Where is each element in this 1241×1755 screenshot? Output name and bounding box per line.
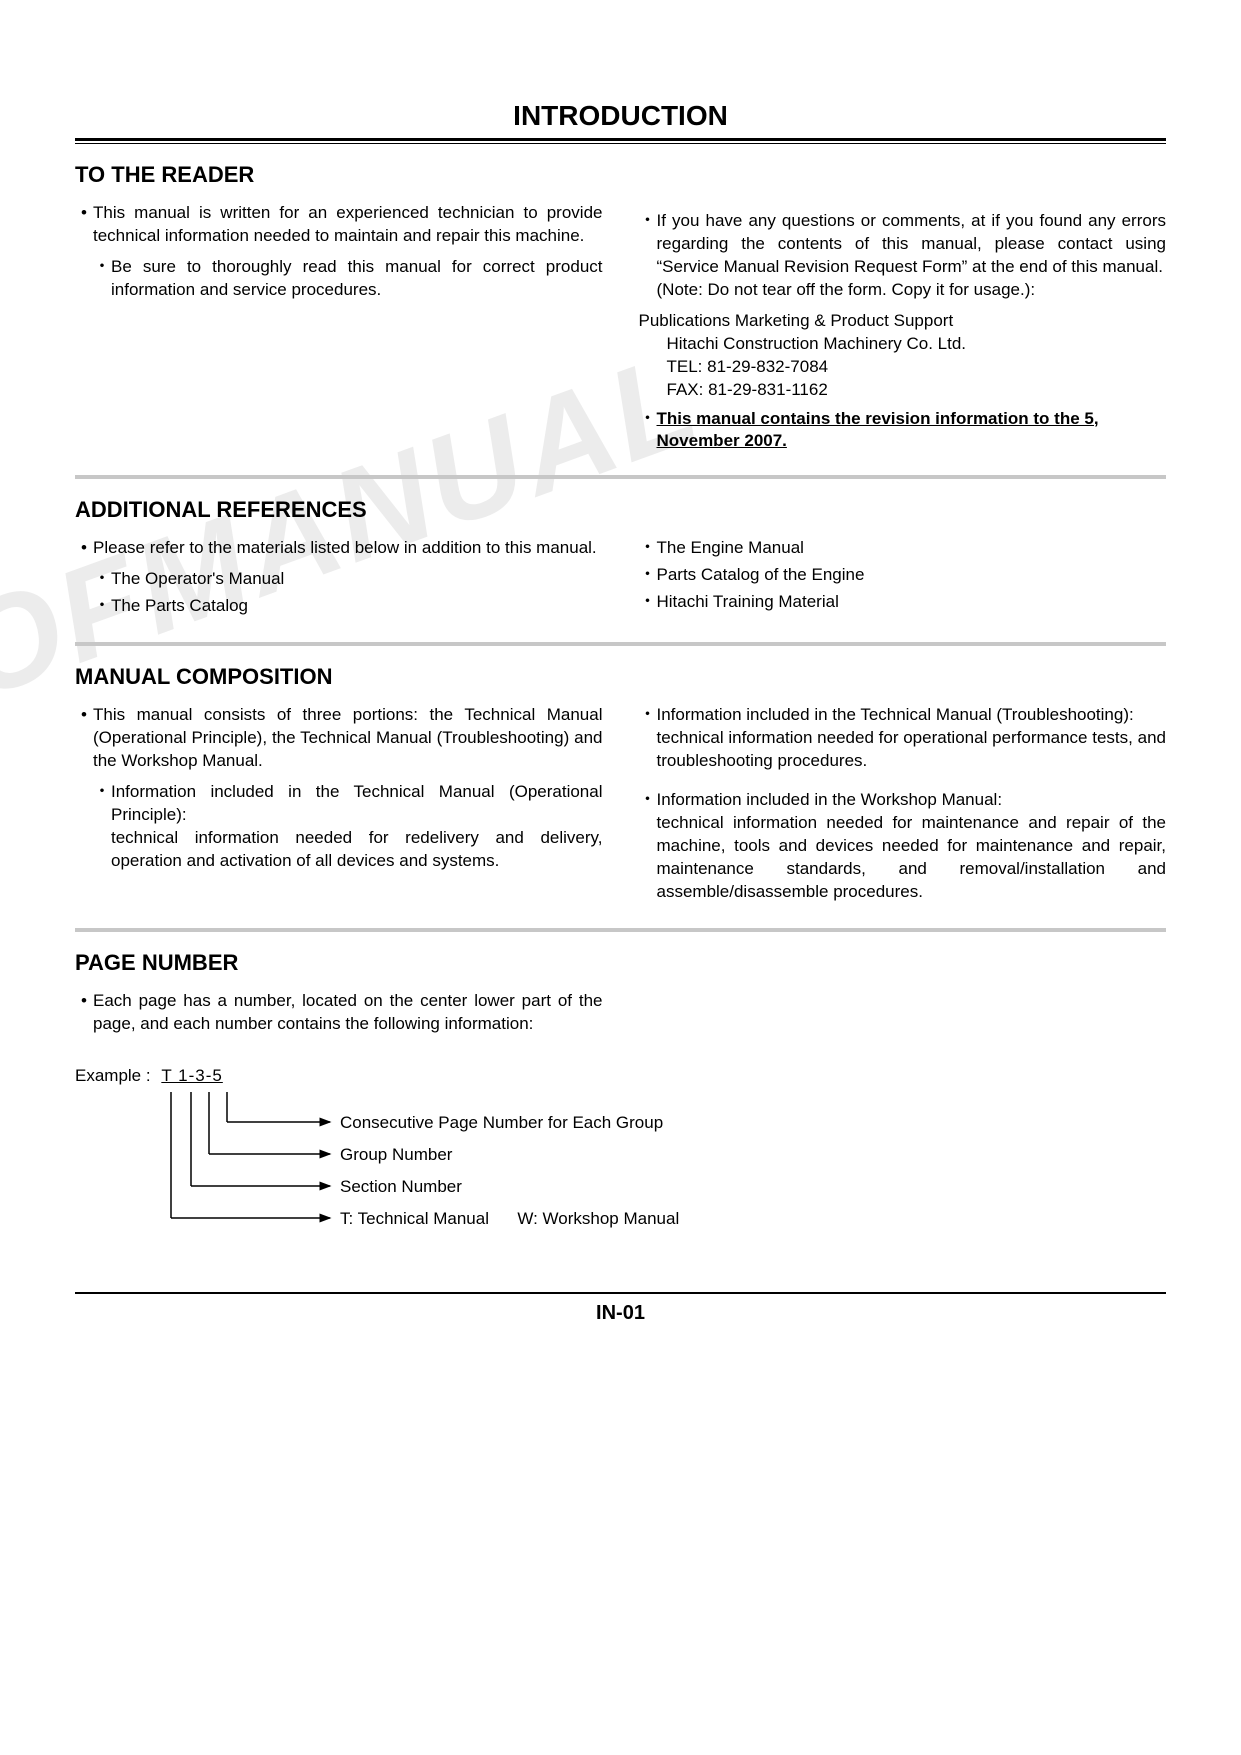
contact-tel: TEL: 81-29-832-7084 (667, 356, 1167, 379)
composition-right-sub-2-body: technical information needed for mainten… (657, 813, 1167, 901)
reader-right-sub: ・ If you have any questions or comments,… (639, 210, 1167, 302)
composition-bullet-text: This manual consists of three portions: … (93, 704, 603, 773)
addref-right-item-text: Hitachi Training Material (657, 591, 1167, 614)
bullet-marker: • (75, 202, 93, 248)
dot-marker: ・ (93, 781, 111, 873)
composition-right-sub-2-title: Information included in the Workshop Man… (657, 790, 1003, 809)
addref-left-item: ・ The Parts Catalog (93, 595, 603, 618)
diagram-label-2: Group Number (340, 1145, 452, 1165)
dot-marker: ・ (639, 210, 657, 302)
page-title: INTRODUCTION (75, 100, 1166, 132)
addref-right-item-text: The Engine Manual (657, 537, 1167, 560)
section-page-number-heading: PAGE NUMBER (75, 950, 1166, 976)
bullet-marker: • (75, 990, 93, 1036)
reader-sub-item: ・ Be sure to thoroughly read this manual… (93, 256, 603, 302)
diagram-label-1: Consecutive Page Number for Each Group (340, 1113, 663, 1133)
dot-marker: ・ (93, 568, 111, 591)
dot-marker: ・ (639, 408, 657, 454)
composition-right-sub-1: ・ Information included in the Technical … (639, 704, 1167, 773)
reader-bullet-text: This manual is written for an experience… (93, 202, 603, 248)
dot-marker: ・ (639, 789, 657, 904)
addref-bullet: • Please refer to the materials listed b… (75, 537, 603, 560)
composition-right-sub-1-body: technical information needed for operati… (657, 728, 1167, 770)
composition-bullet: • This manual consists of three portions… (75, 704, 603, 773)
bullet-marker: • (75, 537, 93, 560)
addref-right-item: ・ Hitachi Training Material (639, 591, 1167, 614)
composition-right-sub-1-text: Information included in the Technical Ma… (657, 704, 1167, 773)
reader-right-sub-text: If you have any questions or comments, a… (657, 210, 1167, 302)
dot-marker: ・ (93, 256, 111, 302)
pagenum-bullet-text: Each page has a number, located on the c… (93, 990, 603, 1036)
contact-fax: FAX: 81-29-831-1162 (667, 379, 1167, 402)
addref-left-item: ・ The Operator's Manual (93, 568, 603, 591)
example-row: Example : T 1-3-5 (75, 1066, 1166, 1086)
diagram-label-3: Section Number (340, 1177, 462, 1197)
diagram-label-4: T: Technical Manual W: Workshop Manual (340, 1209, 679, 1229)
pagenum-bullet: • Each page has a number, located on the… (75, 990, 603, 1036)
title-double-rule (75, 138, 1166, 144)
bullet-marker: • (75, 704, 93, 773)
revision-note: ・ This manual contains the revision info… (639, 408, 1167, 454)
section-divider (75, 642, 1166, 646)
dot-marker: ・ (639, 564, 657, 587)
composition-right-sub-2-text: Information included in the Workshop Man… (657, 789, 1167, 904)
section-manual-composition-heading: MANUAL COMPOSITION (75, 664, 1166, 690)
composition-right-sub-1-title: Information included in the Technical Ma… (657, 705, 1134, 724)
dot-marker: ・ (639, 704, 657, 773)
page-number: IN-01 (75, 1302, 1166, 1325)
diagram-label-4a: T: Technical Manual (340, 1209, 489, 1228)
section-divider (75, 928, 1166, 932)
dot-marker: ・ (639, 537, 657, 560)
contact-line-1: Publications Marketing & Product Support (639, 310, 1167, 333)
composition-right-sub-2: ・ Information included in the Workshop M… (639, 789, 1167, 904)
section-to-the-reader-heading: TO THE READER (75, 162, 1166, 188)
dot-marker: ・ (93, 595, 111, 618)
composition-left-sub-title: Information included in the Technical Ma… (111, 782, 603, 824)
addref-right-item: ・ The Engine Manual (639, 537, 1167, 560)
addref-bullet-text: Please refer to the materials listed bel… (93, 537, 603, 560)
addref-right-item: ・ Parts Catalog of the Engine (639, 564, 1167, 587)
addref-left-item-text: The Parts Catalog (111, 595, 603, 618)
example-value: T 1-3-5 (161, 1066, 223, 1086)
section-additional-references-heading: ADDITIONAL REFERENCES (75, 497, 1166, 523)
addref-left-item-text: The Operator's Manual (111, 568, 603, 591)
contact-block: Publications Marketing & Product Support… (639, 310, 1167, 402)
section-divider (75, 475, 1166, 479)
dot-marker: ・ (639, 591, 657, 614)
reader-sub-text: Be sure to thoroughly read this manual f… (111, 256, 603, 302)
composition-left-sub-body: technical information needed for redeliv… (111, 828, 603, 870)
composition-left-sub: ・ Information included in the Technical … (93, 781, 603, 873)
footer-rule (75, 1292, 1166, 1294)
reader-bullet: • This manual is written for an experien… (75, 202, 603, 248)
revision-note-text: This manual contains the revision inform… (657, 408, 1167, 454)
example-label: Example : (75, 1066, 151, 1086)
composition-left-sub-text: Information included in the Technical Ma… (111, 781, 603, 873)
contact-line-2: Hitachi Construction Machinery Co. Ltd. (667, 333, 1167, 356)
diagram-label-4b: W: Workshop Manual (517, 1209, 679, 1228)
page-number-diagram: Consecutive Page Number for Each Group G… (165, 1092, 1166, 1262)
addref-right-item-text: Parts Catalog of the Engine (657, 564, 1167, 587)
